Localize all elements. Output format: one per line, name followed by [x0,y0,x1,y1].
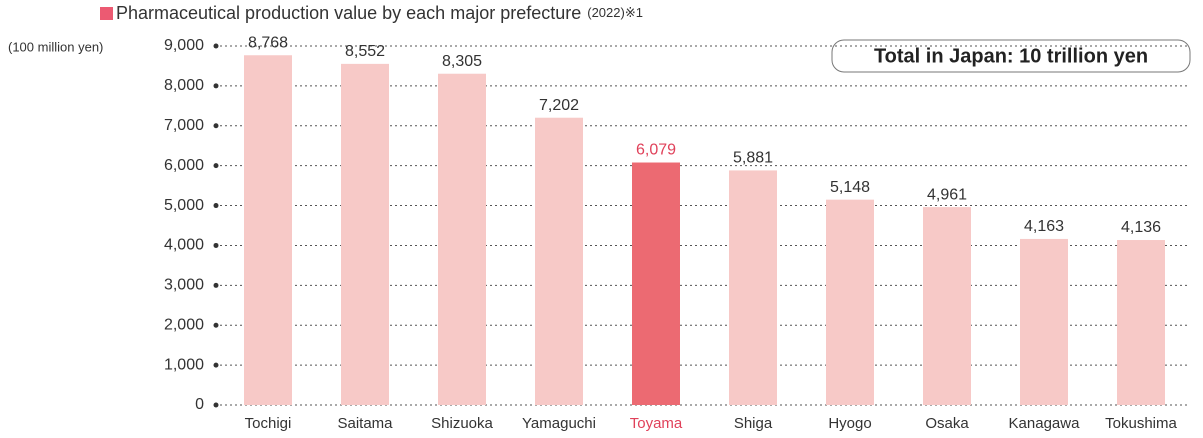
tick-dot [213,203,219,209]
tick-dot [213,43,219,49]
bar [632,162,680,405]
x-tick-label: Hyogo [828,415,871,432]
value-label: 4,961 [927,186,967,203]
tick-dot [213,362,219,368]
bar [438,73,486,405]
x-tick-label: Osaka [925,415,969,432]
tick-dot [213,83,219,89]
tick-dot [213,322,219,328]
tick-dot [213,242,219,248]
bar [244,55,292,406]
bar [535,117,583,406]
tick-dot [213,402,219,408]
x-tick-label: Toyama [630,415,683,432]
value-label: 8,305 [442,53,482,70]
value-label: 4,136 [1121,219,1161,236]
y-tick-label: 5,000 [164,197,204,214]
tick-dot [213,282,219,288]
value-label: 8,552 [345,43,385,60]
value-label: 8,768 [248,34,288,51]
y-tick-label: 4,000 [164,237,204,254]
title-note: (2022)※1 [587,5,643,20]
y-tick-label: 2,000 [164,316,204,333]
chart-title: Pharmaceutical production value by each … [116,3,643,23]
bar [1020,238,1068,405]
x-tick-label: Kanagawa [1009,415,1081,432]
value-label: 5,148 [830,179,870,196]
bar [1117,240,1165,405]
y-tick-label: 9,000 [164,37,204,54]
x-tick-label: Tokushima [1105,415,1177,432]
y-axis-label: (100 million yen) [8,39,103,54]
x-tick-label: Yamaguchi [522,415,596,432]
bar [923,207,971,405]
value-label: 5,881 [733,150,773,167]
value-label: 7,202 [539,97,579,114]
bar [341,63,389,405]
y-tick-label: 0 [195,396,204,413]
y-tick-label: 1,000 [164,356,204,373]
bar [826,199,874,405]
annotation-box [831,39,1191,73]
value-label: 6,079 [636,142,676,159]
y-tick-label: 3,000 [164,277,204,294]
bar [729,170,777,405]
x-tick-label: Shizuoka [431,415,493,432]
x-tick-label: Tochigi [245,415,292,432]
title-marker [100,7,113,20]
tick-dot [213,163,219,169]
tick-dot [213,123,219,129]
x-tick-label: Shiga [734,415,773,432]
value-label: 4,163 [1024,218,1064,235]
y-tick-label: 6,000 [164,157,204,174]
x-tick-label: Saitama [337,415,393,432]
annotation: Total in Japan: 10 trillion yen [874,45,1148,67]
title-text: Pharmaceutical production value by each … [116,3,581,23]
y-tick-label: 8,000 [164,77,204,94]
y-tick-label: 7,000 [164,117,204,134]
